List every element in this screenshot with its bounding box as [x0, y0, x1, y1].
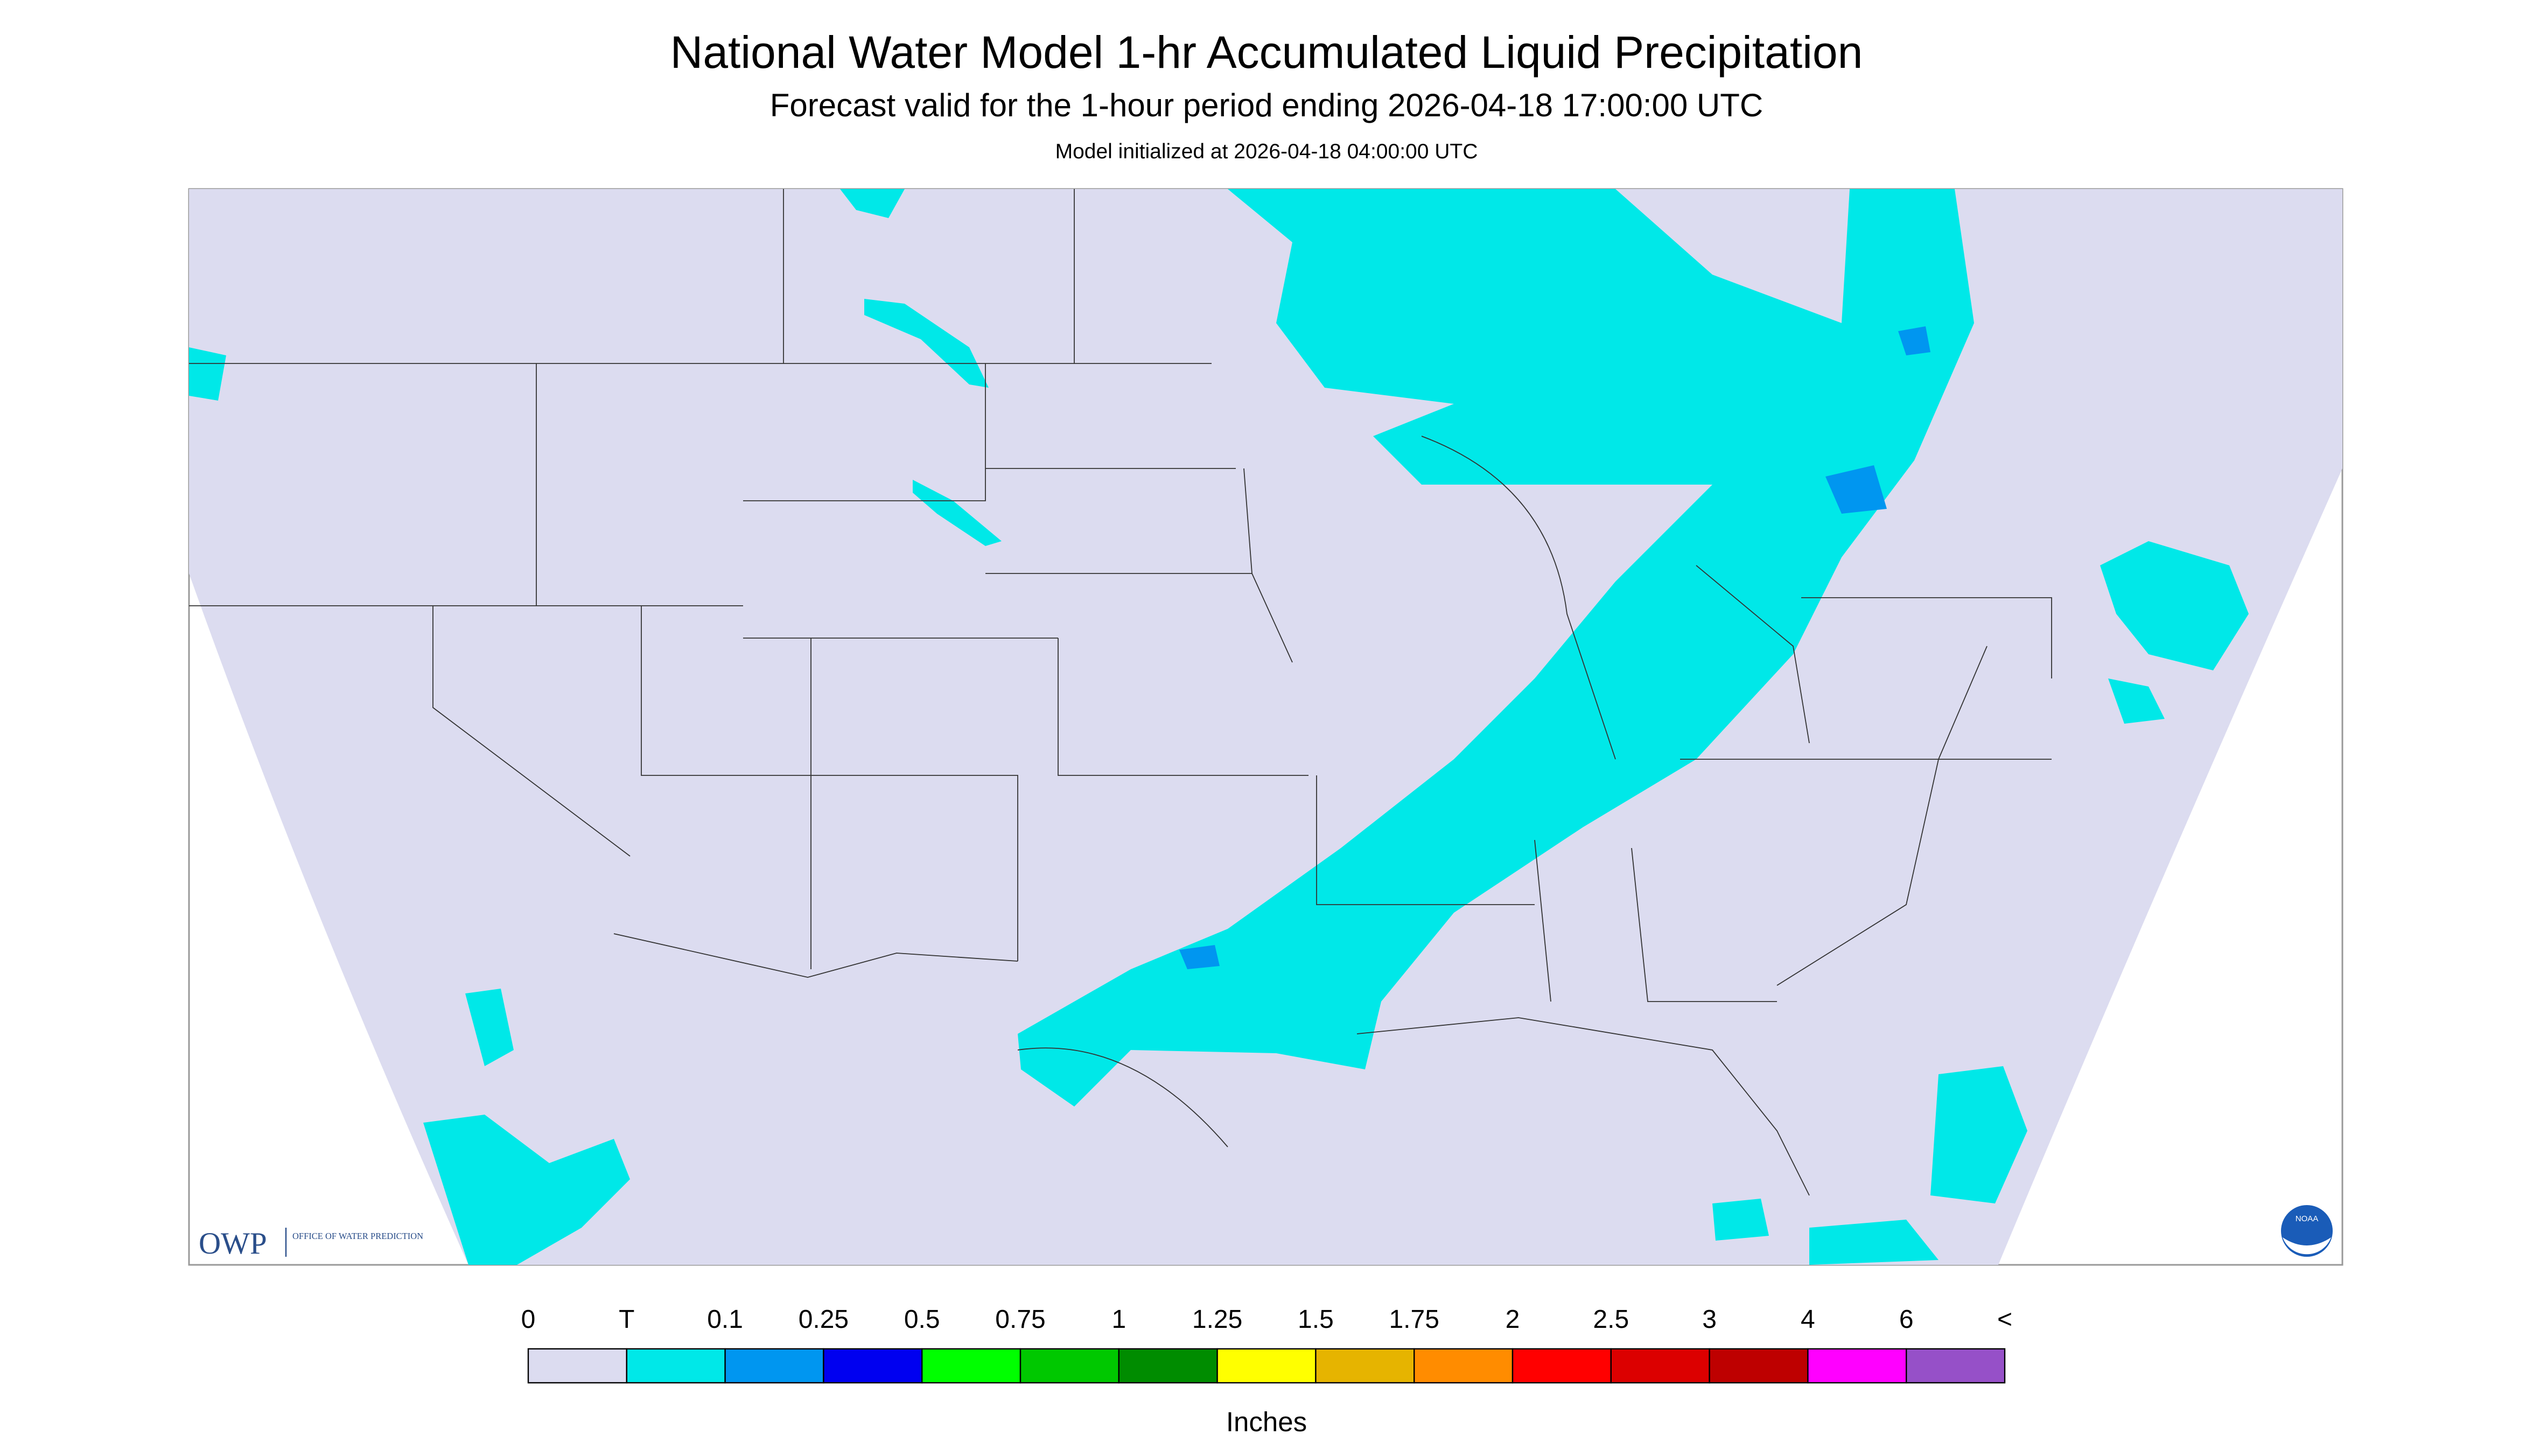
legend-swatch: [1709, 1348, 1809, 1384]
owp-name: OFFICE OF WATER PREDICTION: [292, 1231, 423, 1241]
legend-swatch: [1905, 1348, 2006, 1384]
noaa-logo: NOAA: [2281, 1205, 2333, 1257]
legend-label: 0.5: [904, 1305, 940, 1334]
legend-swatch: [1512, 1348, 1612, 1384]
legend-label: <: [1997, 1305, 2012, 1334]
owp-text: OWP: [199, 1227, 267, 1261]
legend-swatch: [1610, 1348, 1710, 1384]
legend-label: T: [619, 1305, 634, 1334]
noaa-text: NOAA: [2296, 1214, 2319, 1223]
legend-swatch: [724, 1348, 824, 1384]
map: [188, 188, 2343, 1266]
legend-swatch: [1118, 1348, 1218, 1384]
owp-logo: OWP OFFICE OF WATER PREDICTION: [199, 1227, 423, 1261]
legend-swatch: [1216, 1348, 1317, 1384]
legend-label: 0.25: [799, 1305, 849, 1334]
legend-label: 2: [1506, 1305, 1520, 1334]
legend-swatch: [1807, 1348, 1907, 1384]
domain: [189, 189, 2342, 1265]
precip-heavier: [1179, 326, 1930, 970]
legend-label: 1.75: [1389, 1305, 1439, 1334]
init-time: Model initialized at 2026-04-18 04:00:00…: [1055, 140, 1478, 163]
legend-label: 1: [1111, 1305, 1126, 1334]
legend-swatch: [1414, 1348, 1514, 1384]
legend-label: 4: [1801, 1305, 1815, 1334]
legend-swatch: [626, 1348, 726, 1384]
legend-swatch: [921, 1348, 1021, 1384]
legend-label: 0: [521, 1305, 536, 1334]
precip-areas: [189, 189, 2249, 1265]
title: National Water Model 1-hr Accumulated Li…: [670, 27, 1863, 78]
legend-label: 0.1: [707, 1305, 743, 1334]
legend-swatch: [823, 1348, 923, 1384]
legend-label: 2.5: [1593, 1305, 1629, 1334]
noaa-wave: [2283, 1237, 2331, 1255]
legend-label: 1.5: [1298, 1305, 1334, 1334]
subtitle: Forecast valid for the 1-hour period end…: [770, 87, 1763, 123]
boundaries: [189, 189, 2052, 1196]
legend-swatch: [1315, 1348, 1415, 1384]
legend-label: 0.75: [995, 1305, 1045, 1334]
legend-label: 1.25: [1192, 1305, 1242, 1334]
legend-swatch: [1019, 1348, 1120, 1384]
legend-unit: Inches: [1226, 1406, 1307, 1437]
legend-label: 3: [1702, 1305, 1717, 1334]
legend-swatch: [527, 1348, 628, 1384]
legend: 0 T 0.1 0.25 0.5 0.75 1 1.25 1.5 1.75 2 2.5 3 4 6 <: [521, 1305, 2012, 1384]
legend-label: 6: [1899, 1305, 1914, 1334]
